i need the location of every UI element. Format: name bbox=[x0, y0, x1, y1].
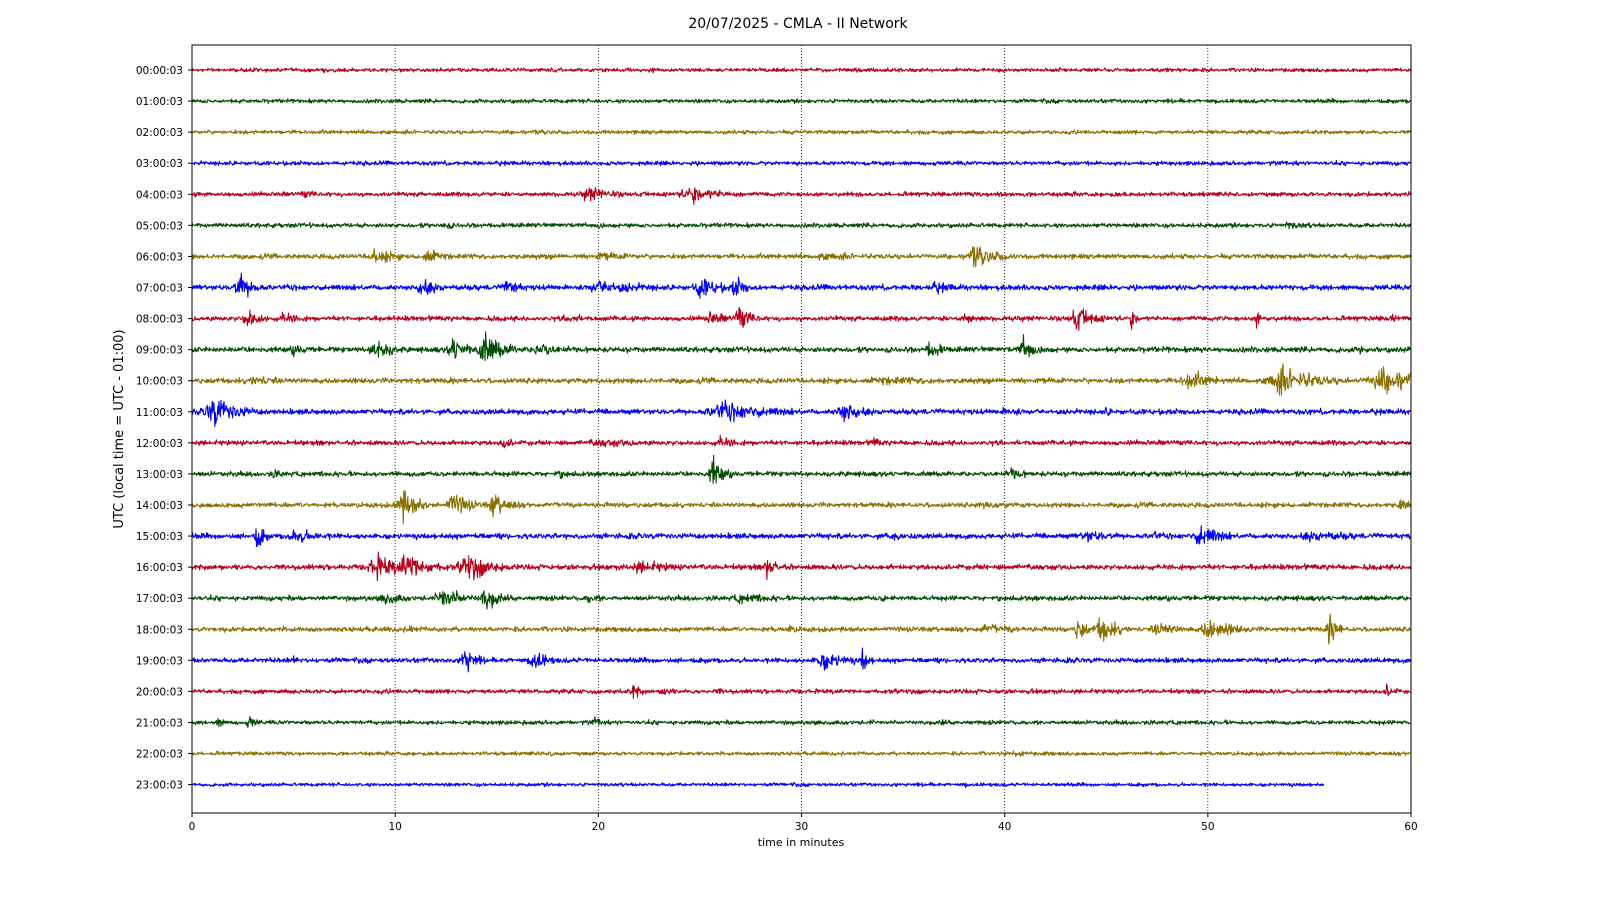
y-tick-label-20: 20:00:03 bbox=[136, 686, 183, 698]
y-tick-label-23: 23:00:03 bbox=[136, 780, 183, 792]
gridlines bbox=[394, 45, 1209, 813]
x-tick-label-2: 20 bbox=[592, 821, 605, 833]
trace-12 bbox=[191, 434, 1412, 449]
y-tick-label-11: 11:00:03 bbox=[136, 407, 183, 419]
y-tick-label-16: 16:00:03 bbox=[136, 562, 183, 574]
trace-18 bbox=[191, 613, 1412, 645]
trace-16 bbox=[191, 551, 1412, 582]
trace-17 bbox=[191, 590, 1412, 610]
chart-title: 20/07/2025 - CMLA - II Network bbox=[688, 16, 908, 32]
y-tick-label-6: 06:00:03 bbox=[136, 251, 183, 263]
y-tick-label-13: 13:00:03 bbox=[136, 469, 183, 481]
trace-20 bbox=[191, 683, 1412, 699]
x-tick-label-6: 60 bbox=[1404, 821, 1417, 833]
trace-15 bbox=[191, 525, 1412, 548]
trace-11 bbox=[191, 399, 1412, 428]
y-axis-ticks: 00:00:03 01:00:03 02:00:03 03:00:03 04:00:03… bbox=[136, 65, 192, 792]
y-tick-label-17: 17:00:03 bbox=[136, 593, 183, 605]
trace-7 bbox=[191, 272, 1412, 299]
y-tick-label-8: 08:00:03 bbox=[136, 314, 183, 326]
y-tick-label-4: 04:00:03 bbox=[136, 189, 183, 201]
y-tick-label-22: 22:00:03 bbox=[136, 749, 183, 761]
y-tick-label-21: 21:00:03 bbox=[136, 717, 183, 729]
trace-5 bbox=[191, 221, 1412, 230]
x-tick-label-1: 10 bbox=[388, 821, 401, 833]
trace-6 bbox=[191, 246, 1412, 268]
trace-1 bbox=[191, 97, 1412, 105]
y-tick-label-12: 12:00:03 bbox=[136, 438, 183, 450]
x-tick-label-3: 30 bbox=[795, 821, 808, 833]
x-tick-label-4: 40 bbox=[998, 821, 1011, 833]
x-axis-label: time in minutes bbox=[758, 836, 845, 849]
trace-8 bbox=[191, 306, 1412, 332]
y-tick-label-9: 09:00:03 bbox=[136, 345, 183, 357]
x-tick-label-0: 0 bbox=[189, 821, 196, 833]
trace-9 bbox=[191, 331, 1412, 362]
trace-14 bbox=[191, 490, 1412, 525]
seismogram-traces bbox=[191, 67, 1412, 788]
y-tick-label-14: 14:00:03 bbox=[136, 500, 183, 512]
trace-23 bbox=[191, 781, 1325, 788]
y-tick-label-5: 05:00:03 bbox=[136, 220, 183, 232]
x-axis-ticks: 0 10 20 30 40 50 60 bbox=[189, 813, 1418, 833]
y-tick-label-15: 15:00:03 bbox=[136, 531, 183, 543]
y-tick-label-2: 02:00:03 bbox=[136, 127, 183, 139]
y-tick-label-18: 18:00:03 bbox=[136, 624, 183, 636]
trace-19 bbox=[191, 647, 1412, 673]
trace-0 bbox=[191, 67, 1412, 74]
y-tick-label-10: 10:00:03 bbox=[136, 376, 183, 388]
trace-2 bbox=[191, 128, 1412, 136]
y-tick-label-19: 19:00:03 bbox=[136, 655, 183, 667]
y-tick-label-7: 07:00:03 bbox=[136, 282, 183, 294]
trace-10 bbox=[191, 363, 1412, 396]
trace-21 bbox=[191, 716, 1412, 728]
y-tick-label-3: 03:00:03 bbox=[136, 158, 183, 170]
trace-22 bbox=[191, 750, 1412, 757]
trace-4 bbox=[191, 187, 1412, 205]
y-axis-label: UTC (local time = UTC - 01:00) bbox=[112, 329, 127, 528]
y-tick-label-1: 01:00:03 bbox=[136, 96, 183, 108]
x-tick-label-5: 50 bbox=[1201, 821, 1214, 833]
y-tick-label-0: 00:00:03 bbox=[136, 65, 183, 77]
trace-13 bbox=[191, 454, 1412, 484]
trace-3 bbox=[191, 159, 1412, 167]
